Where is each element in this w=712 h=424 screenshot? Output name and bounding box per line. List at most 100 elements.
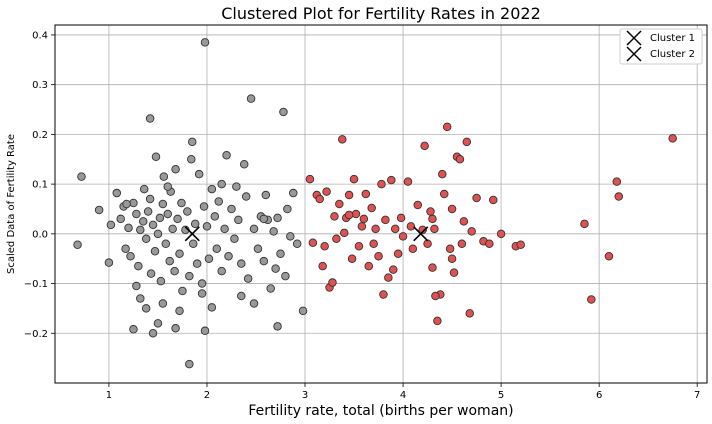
data-point-cluster-1 bbox=[171, 164, 180, 174]
data-point-cluster-1 bbox=[288, 188, 298, 198]
data-point-cluster-1 bbox=[210, 212, 220, 221]
data-point-cluster-1 bbox=[146, 269, 156, 278]
data-point-cluster-1 bbox=[153, 229, 163, 239]
data-point-cluster-2 bbox=[359, 214, 369, 224]
data-point-cluster-1 bbox=[273, 213, 282, 223]
data-point-cluster-1 bbox=[259, 214, 269, 224]
data-point-cluster-1 bbox=[141, 304, 151, 313]
legend-marker-cluster-1 bbox=[626, 30, 642, 46]
data-point-cluster-2 bbox=[447, 204, 457, 214]
data-point-cluster-1 bbox=[143, 207, 153, 216]
chart-title: Clustered Plot for Fertility Rates in 20… bbox=[221, 4, 541, 23]
data-point-cluster-1 bbox=[187, 154, 196, 164]
data-point-cluster-1 bbox=[178, 286, 187, 296]
data-point-cluster-1 bbox=[161, 239, 171, 249]
data-point-cluster-2 bbox=[305, 174, 315, 184]
data-point-cluster-1 bbox=[281, 271, 290, 281]
data-point-cluster-1 bbox=[249, 224, 259, 234]
data-point-cluster-2 bbox=[381, 215, 390, 225]
data-point-cluster-1 bbox=[188, 137, 197, 147]
y-axis-ticks: −0.2 −0.1 0.0 0.1 0.2 0.3 0.4 bbox=[24, 30, 55, 340]
legend-marker-cluster-2 bbox=[626, 46, 642, 62]
data-point-cluster-1 bbox=[185, 359, 194, 369]
data-point-cluster-1 bbox=[192, 259, 202, 268]
data-point-cluster-1 bbox=[145, 194, 155, 204]
data-point-cluster-2 bbox=[390, 224, 400, 234]
data-point-cluster-1 bbox=[217, 266, 226, 276]
data-point-cluster-2 bbox=[426, 207, 435, 216]
data-point-cluster-2 bbox=[465, 309, 474, 318]
x-tick-label: 5 bbox=[498, 390, 504, 401]
data-point-cluster-1 bbox=[124, 223, 133, 233]
data-point-cluster-2 bbox=[668, 134, 677, 143]
data-point-cluster-1 bbox=[159, 172, 169, 181]
data-point-cluster-1 bbox=[230, 234, 239, 244]
data-point-cluster-1 bbox=[253, 244, 263, 253]
data-point-cluster-1 bbox=[121, 244, 130, 253]
data-point-cluster-2 bbox=[587, 295, 596, 304]
data-point-cluster-2 bbox=[420, 141, 429, 151]
data-point-cluster-1 bbox=[158, 299, 168, 308]
data-point-cluster-2 bbox=[406, 222, 416, 231]
data-point-cluster-1 bbox=[163, 209, 173, 219]
data-point-cluster-2 bbox=[315, 194, 324, 204]
data-point-cluster-1 bbox=[261, 190, 271, 200]
data-point-cluster-1 bbox=[129, 325, 138, 334]
data-point-cluster-1 bbox=[104, 258, 114, 267]
data-point-cluster-1 bbox=[234, 215, 243, 225]
x-tick-label: 7 bbox=[694, 390, 700, 401]
legend-box bbox=[619, 28, 703, 65]
x-tick-label: 6 bbox=[596, 390, 602, 401]
data-point-cluster-2 bbox=[459, 217, 469, 226]
data-point-cluster-1 bbox=[204, 254, 214, 263]
data-point-cluster-1 bbox=[150, 246, 160, 256]
data-point-cluster-2 bbox=[347, 254, 357, 263]
data-point-cluster-2 bbox=[614, 192, 624, 201]
data-point-cluster-2 bbox=[318, 261, 327, 271]
data-point-cluster-1 bbox=[283, 204, 292, 214]
data-point-cluster-1 bbox=[246, 94, 256, 103]
data-point-cluster-1 bbox=[138, 217, 148, 226]
data-point-cluster-1 bbox=[190, 219, 200, 229]
data-point-cluster-1 bbox=[266, 284, 275, 293]
data-point-cluster-2 bbox=[320, 242, 329, 251]
centroid-marker-cluster-1 bbox=[184, 226, 200, 242]
data-point-cluster-1 bbox=[132, 209, 141, 219]
data-point-cluster-1 bbox=[243, 274, 253, 283]
data-point-cluster-2 bbox=[384, 273, 393, 282]
data-point-cluster-1 bbox=[183, 207, 192, 216]
data-point-cluster-1 bbox=[237, 291, 246, 301]
data-point-cluster-1 bbox=[134, 261, 143, 271]
centroid-marker-cluster-2 bbox=[413, 226, 429, 242]
data-point-cluster-1 bbox=[276, 249, 285, 258]
data-point-cluster-2 bbox=[338, 135, 347, 144]
data-point-cluster-1 bbox=[175, 306, 184, 316]
data-point-cluster-1 bbox=[220, 224, 229, 234]
data-point-cluster-2 bbox=[445, 244, 455, 253]
data-point-cluster-2 bbox=[393, 249, 403, 258]
data-point-cluster-2 bbox=[489, 195, 498, 205]
data-point-cluster-2 bbox=[344, 210, 354, 220]
legend-label-cluster-1: Cluster 1 bbox=[650, 33, 695, 44]
data-point-cluster-2 bbox=[439, 189, 449, 199]
data-point-cluster-2 bbox=[339, 228, 349, 238]
data-point-cluster-2 bbox=[462, 137, 472, 147]
y-tick-label: −0.2 bbox=[24, 329, 48, 340]
data-point-cluster-1 bbox=[165, 256, 174, 266]
data-point-cluster-1 bbox=[214, 197, 223, 206]
data-point-cluster-1 bbox=[273, 322, 282, 331]
data-point-cluster-2 bbox=[322, 187, 331, 196]
data-point-cluster-2 bbox=[447, 254, 457, 263]
data-point-cluster-1 bbox=[241, 192, 251, 201]
data-point-cluster-1 bbox=[197, 289, 207, 298]
data-point-cluster-2 bbox=[349, 174, 359, 184]
data-point-cluster-1 bbox=[217, 179, 226, 189]
data-point-cluster-1 bbox=[279, 107, 288, 117]
data-point-cluster-1 bbox=[156, 276, 166, 286]
data-point-cluster-1 bbox=[199, 202, 209, 211]
data-point-cluster-1 bbox=[222, 151, 231, 160]
data-point-cluster-2 bbox=[612, 177, 622, 186]
data-point-cluster-1 bbox=[171, 324, 180, 333]
data-point-cluster-2 bbox=[428, 263, 437, 272]
data-point-cluster-2 bbox=[344, 190, 354, 200]
